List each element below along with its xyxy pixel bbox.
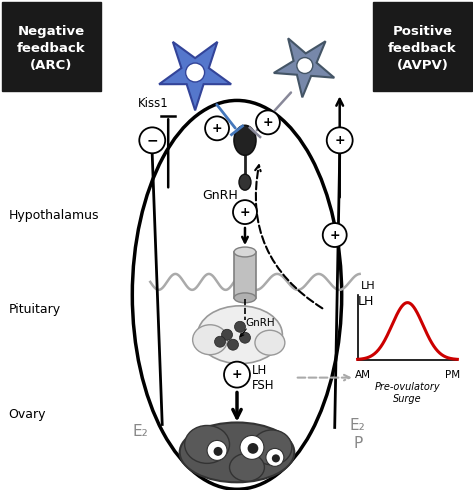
Text: +: + — [329, 228, 340, 242]
Polygon shape — [274, 38, 334, 97]
Ellipse shape — [239, 174, 251, 190]
Ellipse shape — [234, 125, 256, 155]
Text: Kiss1: Kiss1 — [137, 97, 168, 110]
Circle shape — [266, 448, 284, 466]
Circle shape — [235, 321, 246, 332]
Text: +: + — [263, 116, 273, 129]
Circle shape — [297, 57, 313, 74]
Circle shape — [272, 454, 280, 463]
Text: Pre-ovulatory
Surge: Pre-ovulatory Surge — [374, 382, 440, 404]
Ellipse shape — [252, 430, 292, 465]
Text: Hypothalamus: Hypothalamus — [9, 209, 99, 221]
Circle shape — [247, 443, 258, 454]
Polygon shape — [159, 42, 231, 110]
Bar — [234, 252, 256, 298]
Text: E₂: E₂ — [132, 424, 148, 439]
Ellipse shape — [180, 422, 294, 482]
Text: +: + — [240, 206, 250, 218]
Circle shape — [228, 339, 238, 350]
FancyBboxPatch shape — [373, 1, 472, 91]
Text: Ovary: Ovary — [9, 408, 46, 421]
Circle shape — [224, 362, 250, 387]
Ellipse shape — [234, 247, 256, 257]
Text: LH: LH — [361, 281, 375, 291]
Circle shape — [214, 447, 222, 456]
Ellipse shape — [234, 293, 256, 303]
Circle shape — [186, 63, 205, 82]
Text: GnRH: GnRH — [202, 189, 238, 202]
Circle shape — [205, 116, 229, 140]
Circle shape — [323, 223, 346, 247]
Text: PM: PM — [445, 370, 460, 380]
Ellipse shape — [198, 306, 283, 364]
Text: LH: LH — [358, 295, 374, 308]
Text: Pituitary: Pituitary — [9, 303, 61, 316]
Ellipse shape — [185, 426, 229, 464]
Text: Negative
feedback
(ARC): Negative feedback (ARC) — [17, 25, 86, 72]
FancyBboxPatch shape — [2, 1, 101, 91]
Text: +: + — [334, 134, 345, 147]
Circle shape — [221, 329, 233, 340]
Text: LH
FSH: LH FSH — [252, 364, 274, 392]
Circle shape — [327, 127, 353, 153]
Text: +: + — [232, 368, 242, 381]
Circle shape — [256, 110, 280, 135]
Circle shape — [233, 200, 257, 224]
Text: −: − — [146, 134, 158, 147]
Text: E₂
P: E₂ P — [350, 418, 365, 451]
Circle shape — [139, 127, 165, 153]
Circle shape — [215, 336, 226, 347]
Text: AM: AM — [355, 370, 371, 380]
Circle shape — [207, 440, 227, 461]
Text: +: + — [212, 122, 222, 135]
Text: GnRH: GnRH — [245, 318, 274, 328]
Ellipse shape — [255, 330, 285, 355]
Circle shape — [240, 436, 264, 460]
Ellipse shape — [229, 453, 264, 481]
Ellipse shape — [192, 325, 228, 355]
Text: Positive
feedback
(AVPV): Positive feedback (AVPV) — [388, 25, 457, 72]
Circle shape — [239, 332, 250, 343]
